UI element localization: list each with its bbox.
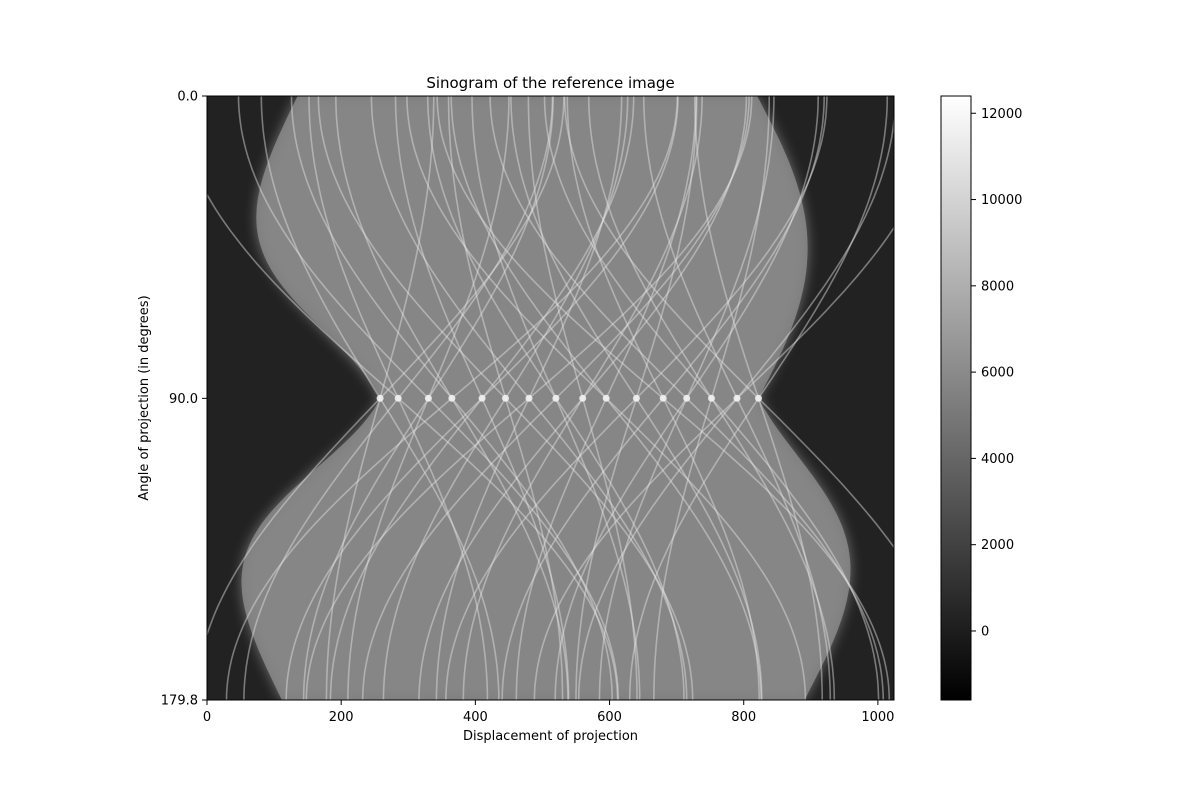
x-tick-label: 600 bbox=[597, 710, 622, 725]
colorbar-tick-label: 6000 bbox=[981, 366, 1014, 381]
y-tick-label: 179.8 bbox=[161, 694, 198, 709]
colorbar-gradient bbox=[940, 95, 972, 701]
colorbar-tick-label: 2000 bbox=[981, 538, 1014, 553]
colorbar-tick-label: 10000 bbox=[981, 193, 1022, 208]
convergence-point bbox=[733, 394, 741, 402]
colorbar-ticks: 0 2000 4000 6000 8000 10000 12000 bbox=[971, 107, 1022, 639]
y-tick-label: 0.0 bbox=[177, 90, 198, 105]
convergence-point bbox=[448, 394, 456, 402]
convergence-points bbox=[376, 394, 762, 402]
x-tick-label: 0 bbox=[203, 710, 211, 725]
x-axis-label: Displacement of projection bbox=[463, 729, 638, 744]
colorbar-tick-label: 12000 bbox=[981, 107, 1022, 122]
convergence-point bbox=[602, 394, 610, 402]
convergence-point bbox=[659, 394, 667, 402]
y-tick-label: 90.0 bbox=[169, 392, 198, 407]
x-tick-label: 400 bbox=[463, 710, 488, 725]
y-axis-label: Angle of projection (in degrees) bbox=[137, 295, 152, 500]
convergence-point bbox=[525, 394, 533, 402]
convergence-point bbox=[376, 394, 384, 402]
convergence-point bbox=[632, 394, 640, 402]
convergence-point bbox=[552, 394, 560, 402]
colorbar-tick-label: 4000 bbox=[981, 452, 1014, 467]
convergence-point bbox=[683, 394, 691, 402]
y-axis: 0.0 90.0 179.8 bbox=[161, 90, 207, 709]
convergence-point bbox=[502, 394, 509, 402]
convergence-point bbox=[755, 394, 762, 402]
convergence-point bbox=[394, 394, 402, 402]
colorbar-tick-label: 8000 bbox=[981, 279, 1014, 294]
sinogram-envelope bbox=[241, 96, 851, 700]
x-tick-label: 200 bbox=[329, 710, 354, 725]
convergence-point bbox=[579, 394, 587, 402]
convergence-point bbox=[424, 394, 432, 402]
convergence-point bbox=[478, 394, 486, 402]
colorbar-tick-label: 0 bbox=[981, 624, 989, 639]
x-tick-label: 800 bbox=[731, 710, 756, 725]
x-tick-label: 1000 bbox=[861, 710, 894, 725]
convergence-point bbox=[708, 394, 715, 402]
chart-title: Sinogram of the reference image bbox=[426, 74, 674, 92]
colorbar: 0 2000 4000 6000 8000 10000 12000 bbox=[940, 95, 1022, 701]
x-axis: 0 200 400 600 800 1000 bbox=[203, 700, 894, 725]
sinogram-image bbox=[207, 96, 894, 700]
plot-area bbox=[206, 95, 895, 701]
